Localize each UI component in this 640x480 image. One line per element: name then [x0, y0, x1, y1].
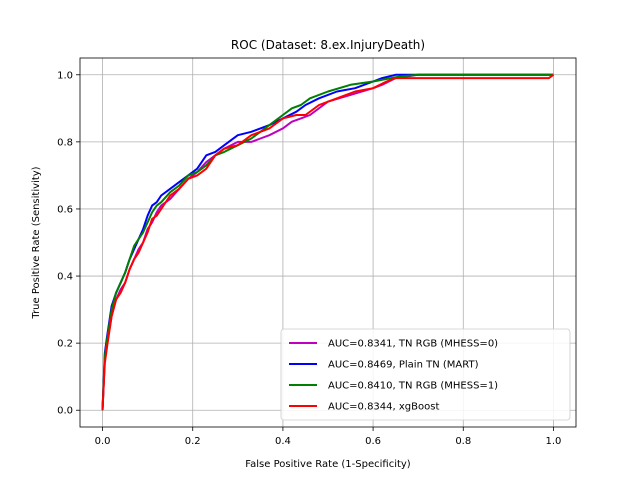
y-axis-label: True Positive Rate (Sensitivity): [31, 166, 42, 319]
series-layer: [101, 73, 555, 411]
legend-box: [280, 328, 571, 421]
y-tick-label: 0.4: [57, 272, 73, 283]
y-tick-label: 0.2: [57, 339, 73, 350]
x-tick-label: 0.4: [275, 436, 291, 447]
x-tick-label: 0.8: [455, 436, 471, 447]
x-axis-label: False Positive Rate (1-Specificity): [245, 459, 411, 470]
x-tick-label: 1.0: [546, 436, 562, 447]
series-line-3: [101, 73, 554, 411]
x-tick-label: 0.2: [185, 436, 201, 447]
chart-title: ROC (Dataset: 8.ex.InjuryDeath): [231, 38, 425, 52]
legend-label-2: AUC=0.8469, Plain TN (MART): [328, 360, 479, 371]
series-line-4: [101, 73, 555, 411]
y-tick-label: 0.6: [57, 204, 73, 215]
y-tick-label: 1.0: [57, 70, 73, 81]
legend-label-4: AUC=0.8344, xgBoost: [328, 402, 439, 413]
ticks: 0.0 0.2 0.4 0.6 0.8 1.0 0.0 0.2 0.4 0.6 0.8 1.0: [57, 70, 561, 447]
legend-label-1: AUC=0.8341, TN RGB (MHESS=0): [328, 339, 498, 350]
y-tick-label: 0.0: [57, 406, 73, 417]
x-tick-label: 0.0: [95, 436, 111, 447]
x-tick-label: 0.6: [365, 436, 381, 447]
legend-label-3: AUC=0.8410, TN RGB (MHESS=1): [328, 381, 498, 392]
y-tick-label: 0.8: [57, 137, 73, 148]
axes-frame: [79, 57, 577, 428]
legend: AUC=0.8341, TN RGB (MHESS=0) AUC=0.8469, …: [280, 328, 571, 421]
